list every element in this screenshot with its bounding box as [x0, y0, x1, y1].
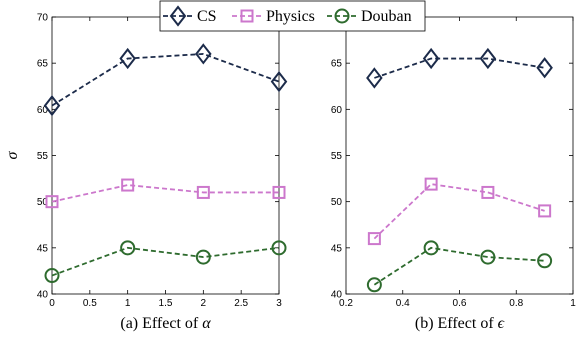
legend-label-douban: Douban — [361, 8, 412, 25]
data-point-cs — [270, 71, 288, 93]
data-point-douban — [366, 277, 382, 293]
series-line-physics — [373, 183, 545, 240]
y-axis-label: σ — [4, 150, 21, 159]
data-point-cs — [422, 47, 440, 70]
caption-symbol: ϵ — [498, 315, 505, 332]
y-tick-label: 65 — [331, 59, 343, 70]
legend: CS Physics Douban — [159, 0, 426, 32]
x-tick-label: 0.5 — [83, 298, 97, 309]
caption-symbol: α — [202, 315, 211, 332]
y-tick-label: 45 — [331, 243, 343, 254]
y-tick-label: 45 — [37, 243, 49, 254]
legend-marker-douban — [334, 8, 350, 24]
plot-frame — [345, 16, 574, 295]
x-tick-label: 0.4 — [396, 298, 410, 309]
plot-frame — [51, 16, 280, 295]
y-tick-label: 50 — [37, 197, 49, 208]
y-tick-label: 60 — [37, 105, 49, 116]
caption-text: (b) Effect of — [415, 315, 498, 332]
series-line-douban — [51, 246, 280, 277]
y-tick-label: 55 — [37, 151, 49, 162]
data-point-physics — [121, 178, 135, 192]
data-point-douban — [271, 240, 287, 256]
x-tick-label: 0 — [49, 298, 55, 309]
y-tick-label: 65 — [37, 59, 49, 70]
series-line-cs — [51, 53, 280, 107]
data-point-physics — [424, 177, 438, 191]
data-point-cs — [195, 43, 212, 65]
data-point-douban — [480, 249, 496, 265]
y-tick-label: 70 — [37, 13, 49, 24]
legend-marker-physics — [240, 9, 254, 23]
data-point-douban — [423, 240, 439, 256]
data-point-cs — [536, 57, 553, 79]
data-point-douban — [537, 253, 553, 269]
x-tick-label: 0.6 — [453, 298, 467, 309]
legend-label-cs: CS — [197, 8, 217, 25]
caption-text: (a) Effect of — [120, 315, 202, 332]
x-tick-label: 1 — [125, 298, 131, 309]
series-line-douban — [373, 246, 545, 286]
legend-label-physics: Physics — [266, 8, 315, 25]
x-tick-label: 0.2 — [339, 298, 353, 309]
data-point-physics — [538, 204, 552, 218]
x-tick-label: 1 — [570, 298, 576, 309]
legend-box — [159, 0, 426, 32]
chart-panel-1: 0 0.5 1 1.5 2 2.5 3 40 45 50 55 60 65 70 σ (a) Effect o… — [4, 13, 288, 332]
y-tick-label: 40 — [331, 290, 343, 301]
x-tick-label: 0.8 — [509, 298, 523, 309]
panel-caption: (a) Effect of α — [120, 315, 211, 332]
series-line-cs — [374, 57, 545, 79]
y-tick-label: 55 — [331, 151, 343, 162]
legend-marker-cs — [169, 5, 187, 27]
data-point-douban — [195, 249, 211, 265]
data-point-douban — [44, 268, 60, 284]
data-point-physics — [196, 185, 210, 199]
data-point-physics — [272, 185, 286, 199]
x-tick-label: 3 — [276, 298, 282, 309]
data-point-cs — [366, 67, 383, 89]
x-tick-label: 2.5 — [234, 298, 248, 309]
data-point-physics — [481, 185, 495, 199]
x-tick-label: 1.5 — [159, 298, 173, 309]
data-point-cs — [43, 95, 61, 117]
data-point-douban — [120, 240, 136, 256]
y-tick-label: 60 — [331, 105, 343, 116]
data-point-physics — [367, 232, 381, 246]
panel-caption: (b) Effect of ϵ — [415, 315, 505, 332]
data-point-physics — [45, 195, 59, 209]
series-line-physics — [51, 184, 279, 203]
y-tick-label: 40 — [37, 290, 49, 301]
y-tick-label: 50 — [331, 197, 343, 208]
x-tick-label: 2 — [201, 298, 207, 309]
data-point-cs — [479, 47, 497, 70]
chart-panel-2: 0.2 0.4 0.6 0.8 1 40 45 50 55 60 65 (b) Effect of ϵ — [331, 16, 576, 332]
data-point-cs — [119, 47, 136, 70]
